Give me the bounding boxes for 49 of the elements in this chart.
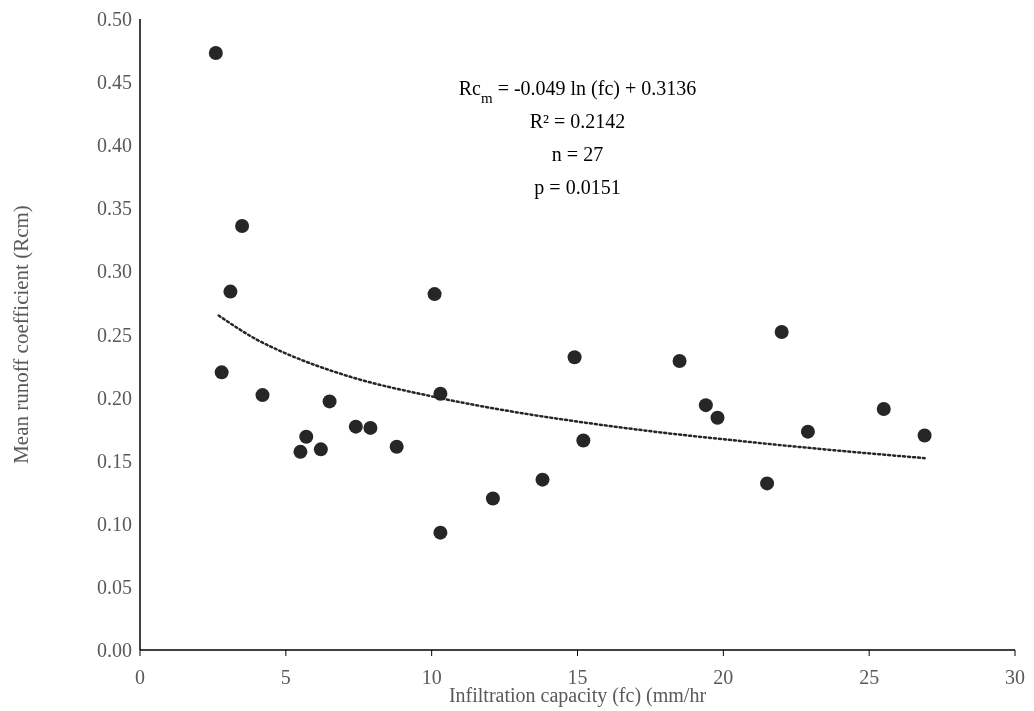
point — [917, 428, 932, 443]
y-tick-label: 0.45 — [97, 71, 132, 94]
point — [567, 350, 582, 365]
point — [348, 419, 363, 434]
point — [208, 46, 223, 61]
x-tick-label: 25 — [859, 666, 880, 688]
point — [389, 439, 404, 454]
annotation: R² = 0.2142 — [529, 110, 626, 132]
point — [322, 394, 337, 409]
point — [299, 429, 314, 444]
point — [433, 525, 448, 540]
y-tick-label: 0.35 — [97, 197, 132, 220]
y-tick-label: 0.00 — [97, 639, 132, 661]
point — [293, 444, 308, 459]
point — [235, 218, 250, 233]
point — [223, 284, 238, 299]
annotation: n = 27 — [551, 143, 604, 165]
y-tick-label: 0.25 — [97, 323, 132, 346]
point — [313, 442, 328, 457]
point — [535, 472, 550, 487]
y-axis-title: Mean runoff coefficient (Rcm) — [9, 205, 33, 464]
point — [774, 324, 789, 339]
x-tick-label: 5 — [280, 666, 291, 688]
y-tick-label: 0.50 — [97, 8, 132, 30]
x-tick-label: 30 — [1005, 666, 1025, 688]
point — [363, 420, 378, 435]
point — [760, 476, 775, 491]
point — [672, 354, 687, 368]
y-tick-label: 0.10 — [97, 512, 132, 535]
point — [485, 491, 500, 506]
x-tick-label: 20 — [713, 666, 734, 688]
point — [710, 410, 725, 425]
annotation: Rc$_{m}$ = -0.049 ln (fc) + 0.3136 — [458, 77, 697, 106]
point — [427, 287, 442, 302]
y-tick-label: 0.05 — [97, 575, 132, 598]
point — [214, 365, 229, 380]
y-tick-label: 0.30 — [97, 260, 132, 283]
y-tick-label: 0.15 — [97, 449, 132, 472]
y-tick-label: 0.40 — [97, 134, 132, 157]
point — [800, 424, 815, 439]
x-tick-label: 0 — [135, 666, 145, 688]
point — [255, 388, 270, 403]
point — [576, 433, 591, 448]
x-tick-label: 10 — [421, 666, 442, 688]
annotation: p = 0.0151 — [534, 176, 621, 199]
line-series — [217, 314, 926, 460]
point — [876, 401, 891, 416]
y-tick-label: 0.20 — [97, 386, 132, 409]
point — [698, 398, 713, 413]
